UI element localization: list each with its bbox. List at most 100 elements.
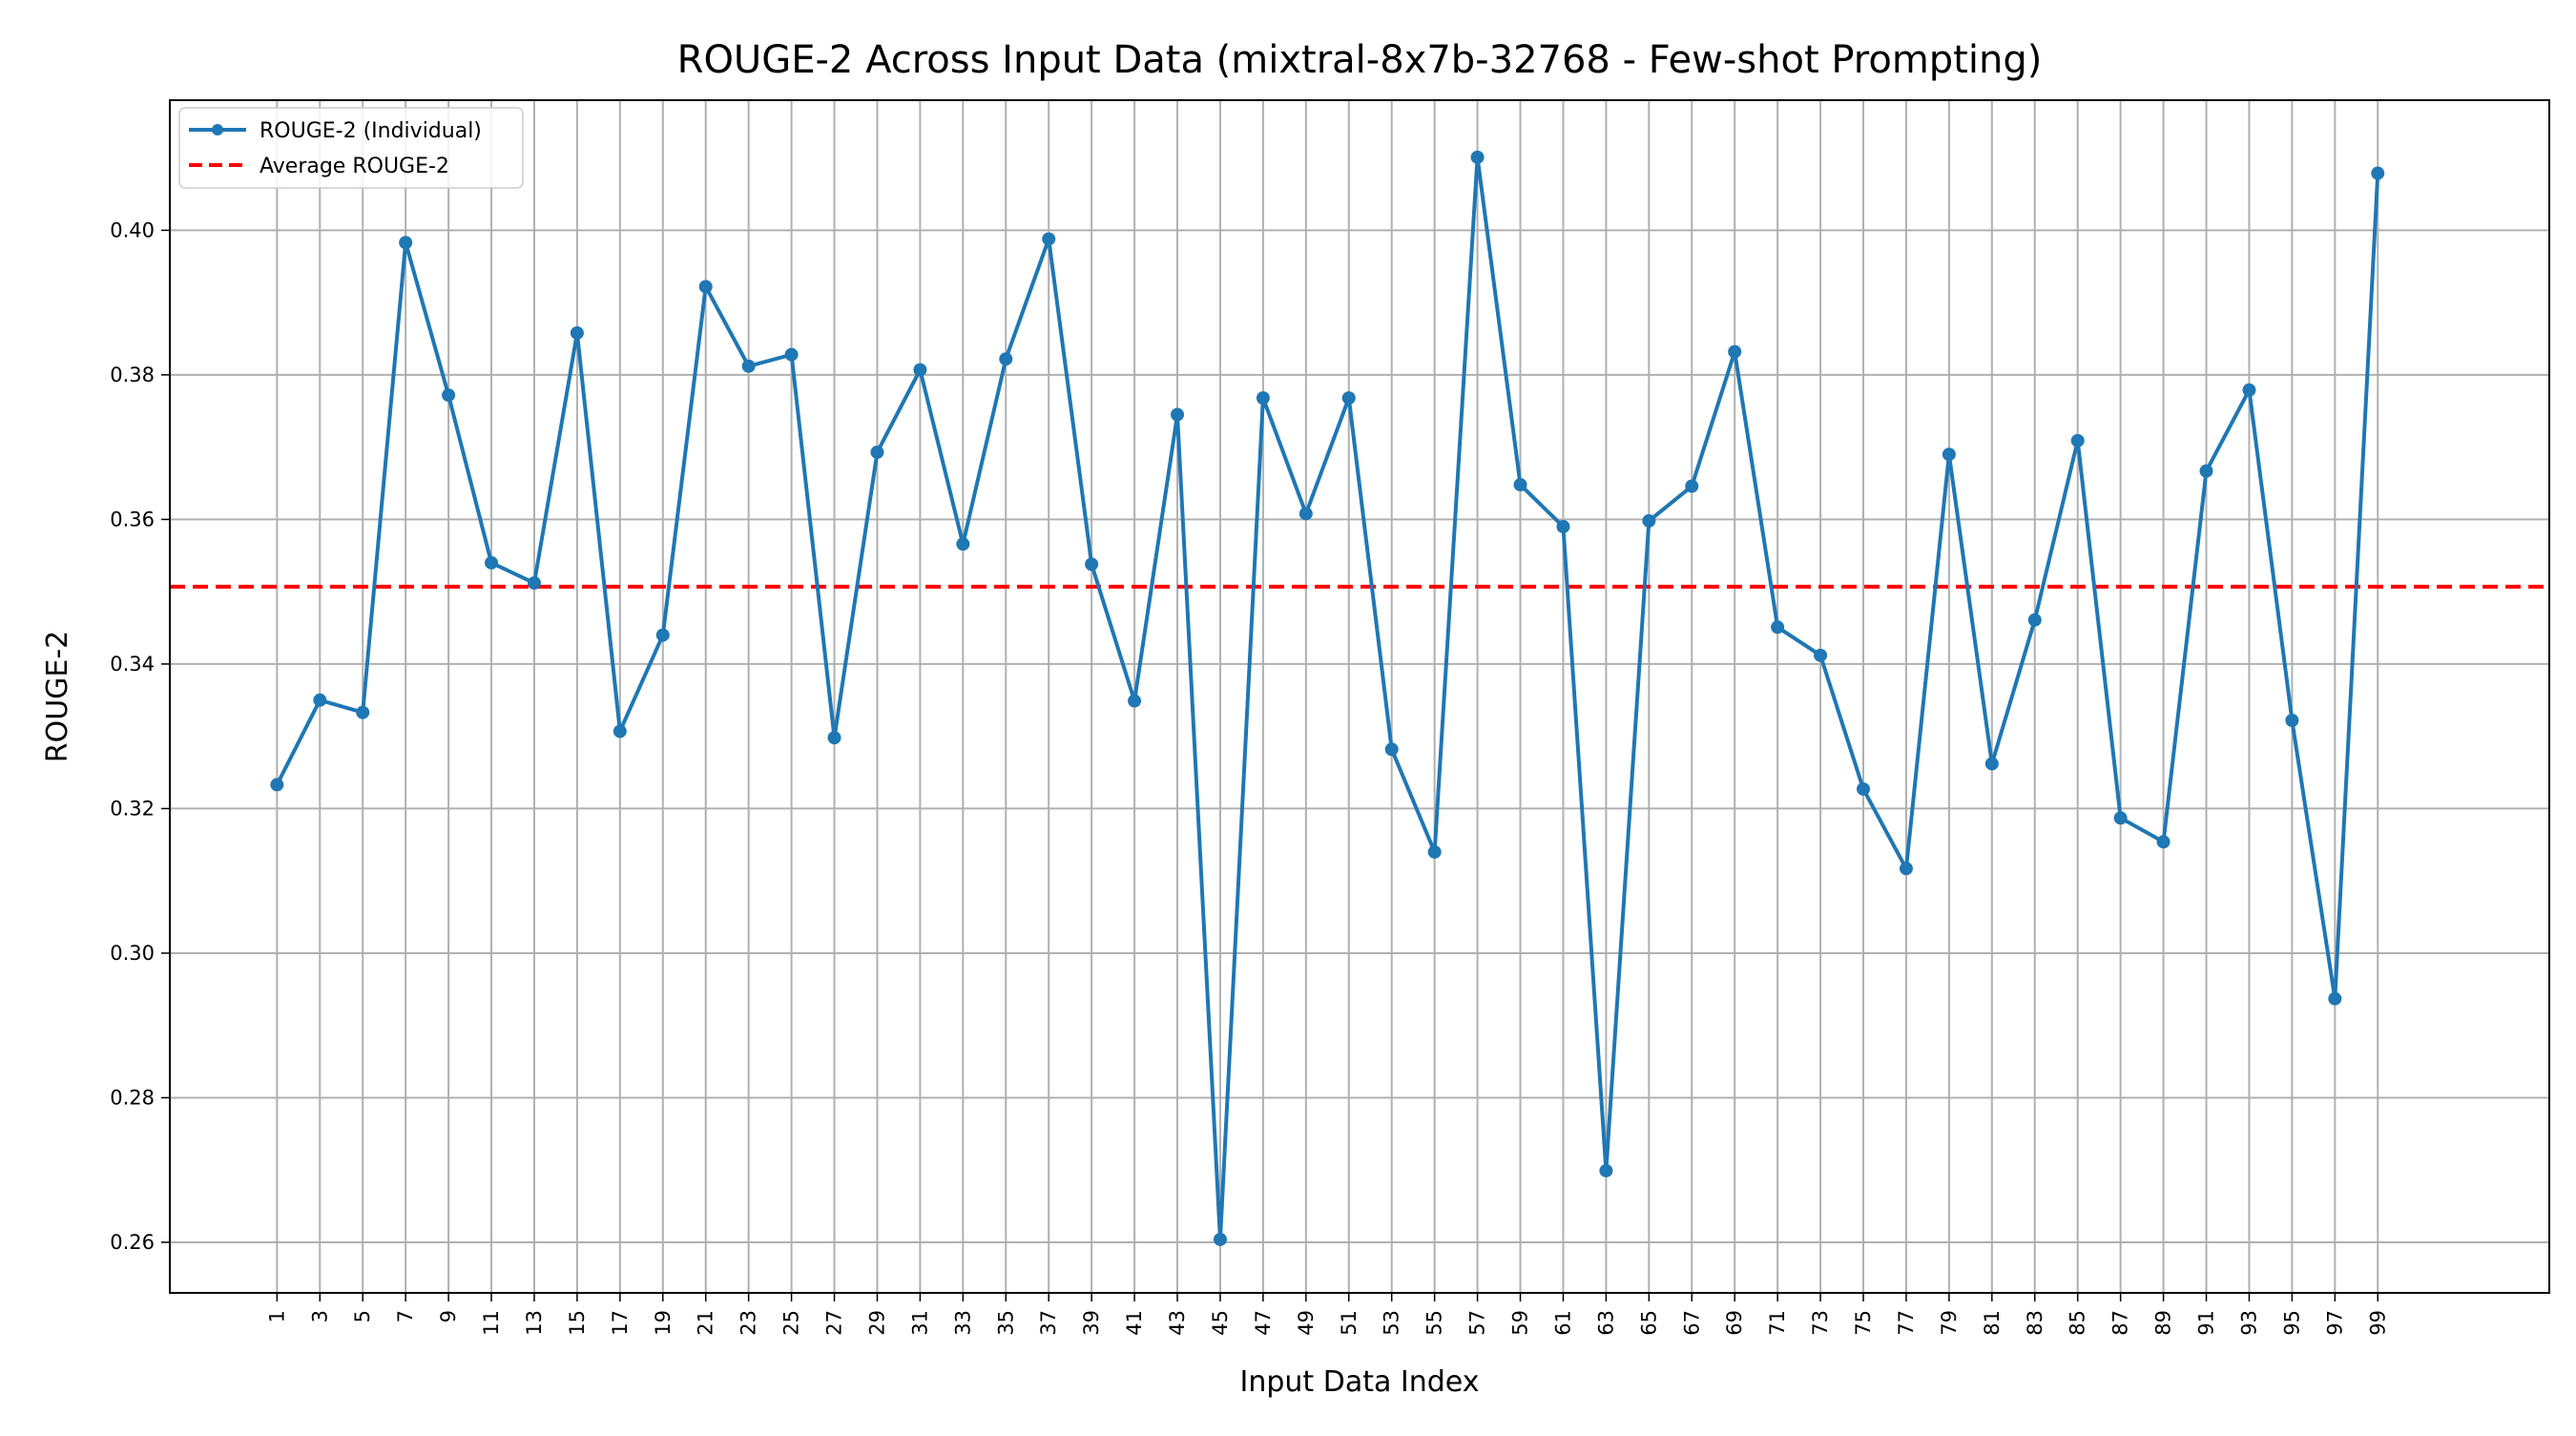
- data-point: [1085, 557, 1099, 572]
- x-axis-ticks: 1 3 5 7 9 11 13 15 17 19 21 23 25 27 29 31 33 35 37 39 41 43 4…: [265, 1293, 2389, 1336]
- x-tick-label: 79: [1938, 1310, 1961, 1336]
- x-tick-label: 25: [780, 1310, 803, 1336]
- x-tick-label: 69: [1723, 1310, 1746, 1336]
- y-tick-label: 0.34: [110, 653, 155, 676]
- data-point: [399, 236, 413, 250]
- data-point: [2371, 166, 2385, 180]
- data-point: [1556, 519, 1570, 533]
- x-tick-label: 55: [1423, 1310, 1446, 1336]
- data-point: [1256, 391, 1270, 406]
- x-tick-label: 63: [1594, 1310, 1617, 1336]
- data-point: [570, 325, 584, 340]
- data-point: [870, 445, 884, 459]
- x-tick-label: 15: [566, 1310, 589, 1336]
- grid: [170, 100, 2549, 1293]
- x-tick-label: 85: [2067, 1310, 2089, 1336]
- plot-area-frame: [169, 99, 2550, 1294]
- data-point: [1213, 1232, 1227, 1246]
- data-point: [1942, 447, 1956, 462]
- data-point: [999, 352, 1013, 366]
- x-tick-label: 71: [1766, 1310, 1789, 1336]
- data-point: [485, 555, 499, 570]
- x-tick-label: 59: [1509, 1310, 1532, 1336]
- legend-box: [178, 107, 524, 189]
- x-tick-label: 97: [2323, 1310, 2346, 1336]
- y-tick-label: 0.28: [110, 1086, 155, 1109]
- x-tick-label: 29: [865, 1310, 888, 1336]
- data-point: [613, 724, 627, 739]
- x-tick-label: 53: [1381, 1310, 1403, 1336]
- x-tick-label: 51: [1338, 1310, 1361, 1336]
- y-tick-label: 0.32: [110, 797, 155, 820]
- x-tick-label: 5: [351, 1310, 374, 1322]
- data-point: [1984, 757, 1999, 771]
- x-tick-label: 67: [1680, 1310, 1703, 1336]
- x-tick-label: 23: [737, 1310, 760, 1336]
- data-point: [2242, 383, 2256, 397]
- y-tick-label: 0.36: [110, 508, 155, 531]
- data-point: [1642, 513, 1656, 528]
- y-tick-label: 0.30: [110, 942, 155, 965]
- data-point: [1298, 507, 1313, 521]
- data-point: [913, 363, 927, 377]
- y-tick-label: 0.40: [110, 219, 155, 241]
- x-tick-label: 73: [1809, 1310, 1832, 1336]
- data-point: [1899, 862, 1913, 876]
- x-tick-label: 81: [1981, 1310, 2004, 1336]
- data-point: [313, 693, 327, 707]
- data-point: [1042, 232, 1056, 246]
- x-tick-label: 91: [2195, 1310, 2218, 1336]
- data-point: [655, 628, 670, 642]
- data-point: [2113, 811, 2128, 825]
- x-tick-label: 89: [2152, 1310, 2175, 1336]
- x-tick-label: 3: [308, 1310, 331, 1322]
- data-point: [2156, 835, 2171, 849]
- x-tick-label: 75: [1852, 1310, 1875, 1336]
- x-tick-label: 49: [1295, 1310, 1318, 1336]
- x-tick-label: 7: [394, 1310, 417, 1322]
- x-tick-label: 87: [2109, 1310, 2132, 1336]
- x-tick-label: 47: [1252, 1310, 1275, 1336]
- data-point: [270, 778, 284, 792]
- x-tick-label: 17: [609, 1310, 632, 1336]
- x-tick-label: 77: [1895, 1310, 1918, 1336]
- x-tick-label: 35: [994, 1310, 1017, 1336]
- x-tick-label: 39: [1080, 1310, 1103, 1336]
- x-tick-label: 1: [265, 1310, 288, 1322]
- data-point: [1814, 648, 1828, 662]
- data-point: [956, 537, 970, 552]
- x-tick-label: 57: [1466, 1310, 1489, 1336]
- x-tick-label: 83: [2024, 1310, 2046, 1336]
- x-tick-label: 13: [523, 1310, 546, 1336]
- data-point: [2285, 714, 2299, 727]
- data-point: [2027, 613, 2042, 627]
- data-point: [527, 576, 541, 591]
- y-axis-label: ROUGE-2: [41, 631, 74, 763]
- x-tick-label: 9: [437, 1310, 460, 1322]
- data-point: [2070, 433, 2085, 447]
- x-tick-label: 31: [908, 1310, 931, 1336]
- x-tick-label: 61: [1551, 1310, 1574, 1336]
- data-point: [1513, 478, 1527, 492]
- data-point: [1384, 742, 1399, 757]
- x-tick-label: 33: [951, 1310, 974, 1336]
- data-point: [1771, 620, 1785, 635]
- y-tick-label: 0.38: [110, 364, 155, 386]
- data-point: [1128, 694, 1142, 708]
- x-tick-label: 45: [1209, 1310, 1232, 1336]
- data-point: [2328, 991, 2342, 1006]
- series-group: [270, 150, 2385, 1246]
- x-axis-label: Input Data Index: [1240, 1365, 1480, 1399]
- x-tick-label: 95: [2280, 1310, 2303, 1336]
- data-point: [1599, 1163, 1613, 1177]
- data-point: [2199, 464, 2213, 478]
- x-tick-label: 19: [652, 1310, 675, 1336]
- x-tick-label: 65: [1637, 1310, 1660, 1336]
- data-point: [442, 388, 456, 403]
- data-point: [741, 359, 756, 373]
- x-tick-label: 37: [1037, 1310, 1060, 1336]
- x-tick-label: 93: [2237, 1310, 2260, 1336]
- x-tick-label: 43: [1166, 1310, 1189, 1336]
